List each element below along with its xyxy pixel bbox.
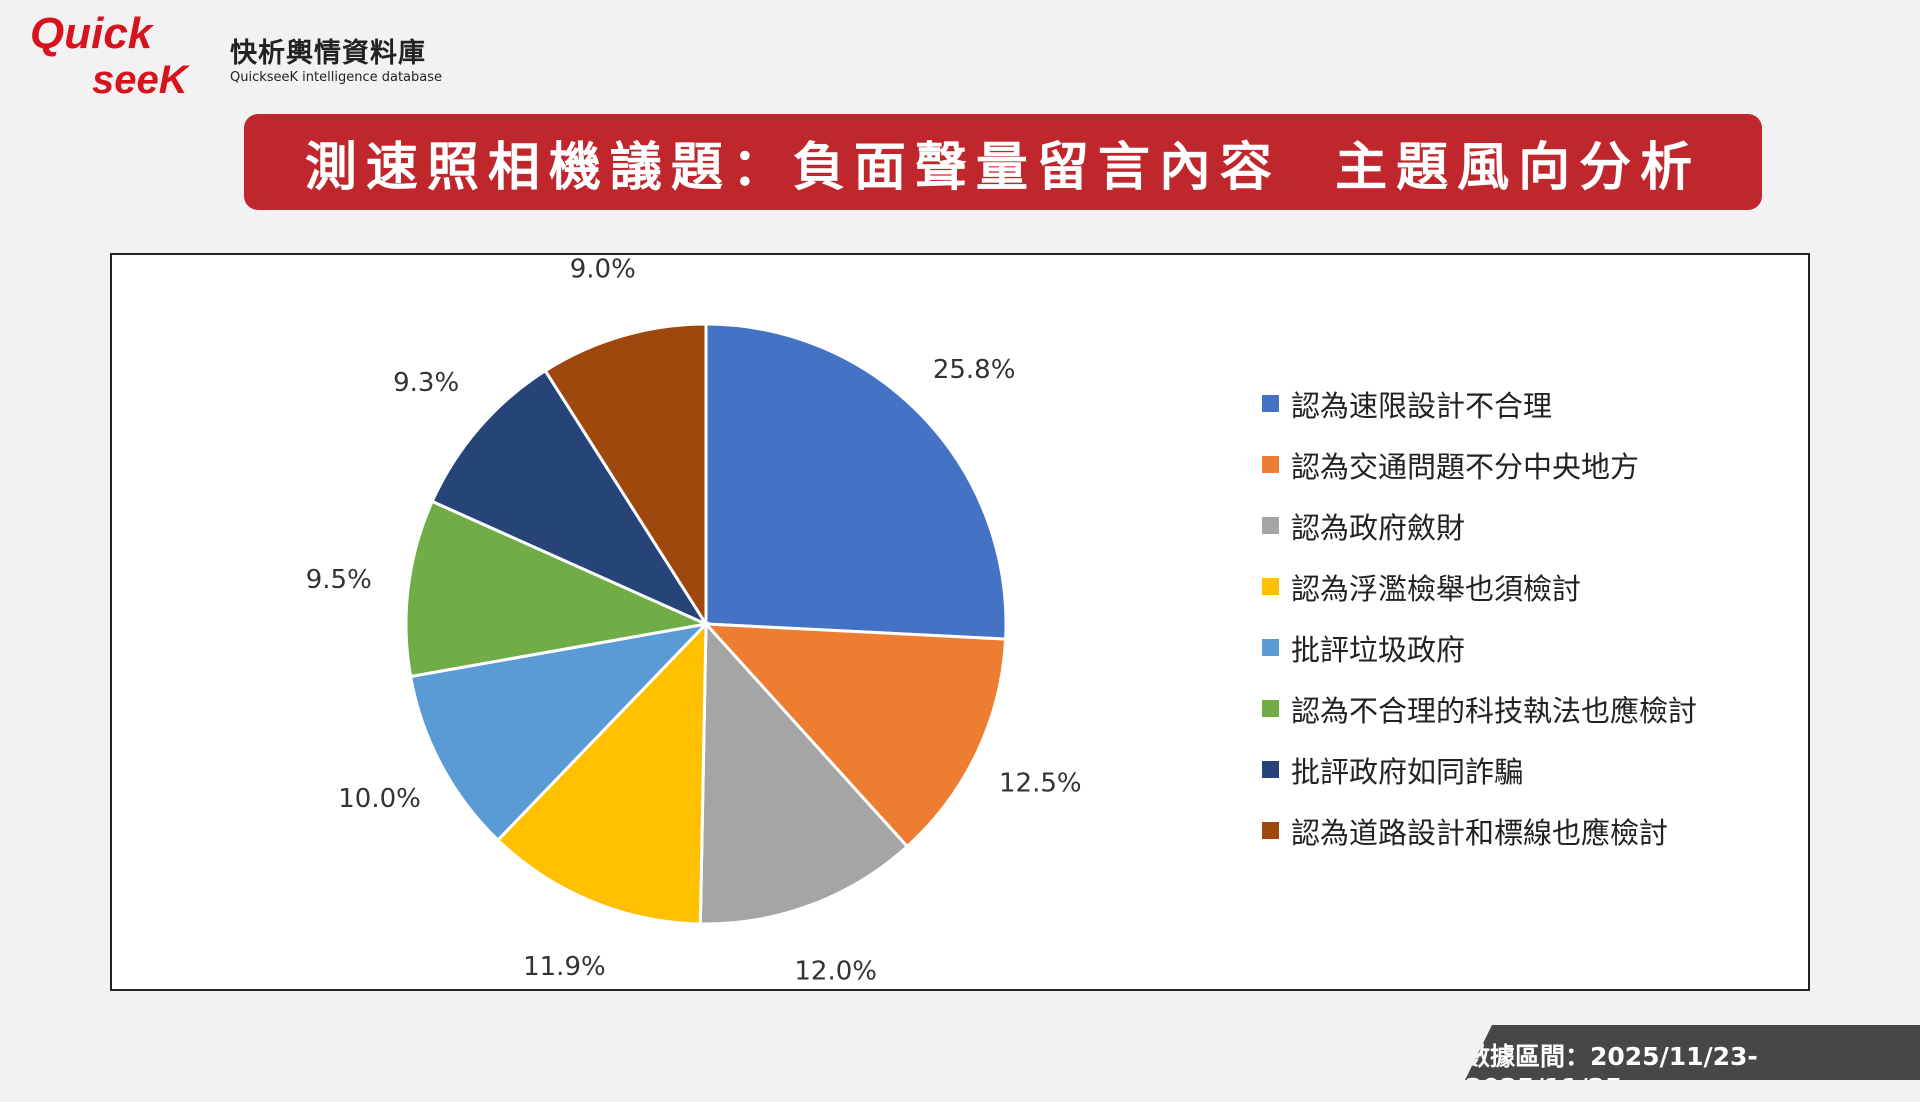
pie-slice [702, 622, 1008, 849]
page-title: 測速照相機議題：負面聲量留言內容 主題風向分析 [304, 137, 1702, 198]
legend-swatch [1262, 456, 1279, 473]
legend-label: 認為交通問題不分中央地方 [1291, 449, 1640, 484]
legend-swatch [1262, 639, 1279, 656]
data-label: 12.0% [794, 957, 877, 987]
pie-slice [408, 621, 711, 843]
quickseek-logo-mark: Quick seeK [30, 9, 188, 102]
data-label: 10.0% [338, 784, 421, 814]
legend-swatch [1262, 700, 1279, 717]
logo-en-name: QuickseeK intelligence database [230, 70, 443, 85]
legend-label: 認為速限設計不合理 [1291, 388, 1553, 423]
legend: 認為速限設計不合理認為交通問題不分中央地方 認為政府斂財認為浮濫檢舉也須檢討 批評垃… [1262, 373, 1697, 861]
legend-item: 認為交通問題不分中央地方 [1262, 434, 1697, 495]
legend-label: 批評垃圾政府 [1291, 632, 1466, 667]
date-range: 數據區間：2025/11/23-2025/11/25 [1465, 1042, 1758, 1102]
legend-label: 認為浮濫檢舉也須檢討 [1291, 571, 1582, 606]
legend-item: 認為浮濫檢舉也須檢討 [1262, 556, 1697, 617]
legend-label: 認為道路設計和標線也應檢討 [1291, 815, 1669, 850]
chart-container: 25.8% 12.5% 12.0% 11.9% 10.0% 9.5% 9.3% 9.0% 認為… [110, 253, 1810, 991]
pie-chart: 25.8% 12.5% 12.0% 11.9% 10.0% 9.5% 9.3% 9.0% [306, 255, 1082, 987]
legend-label: 認為不合理的科技執法也應檢討 [1291, 693, 1698, 728]
pie-slice [704, 322, 1008, 641]
data-label: 12.5% [999, 769, 1082, 799]
pie-slice [543, 322, 708, 630]
legend-item: 認為道路設計和標線也應檢討 [1262, 800, 1697, 861]
legend-label: 認為政府斂財 [1291, 510, 1466, 545]
legend-item: 認為政府斂財 [1262, 495, 1697, 556]
data-label: 9.0% [570, 255, 636, 285]
logo: Quick seeK 快析輿情資料庫 QuickseeK intelligenc… [30, 12, 442, 104]
legend-item: 認為速限設計不合理 [1262, 373, 1697, 434]
pie-slice [698, 620, 910, 926]
data-label: 11.9% [523, 952, 606, 982]
legend-item: 認為不合理的科技執法也應檢討 [1262, 678, 1697, 739]
legend-item: 批評政府如同詐騙 [1262, 739, 1697, 800]
legend-swatch [1262, 517, 1279, 534]
pie-slice [430, 368, 710, 628]
data-label: 25.8% [933, 355, 1016, 385]
pie-slice [404, 499, 712, 679]
legend-swatch [1262, 822, 1279, 839]
data-label: 9.3% [393, 368, 459, 398]
legend-swatch [1262, 578, 1279, 595]
legend-swatch [1262, 395, 1279, 412]
logo-cn-name: 快析輿情資料庫 [230, 38, 426, 69]
title-banner: 測速照相機議題：負面聲量留言內容 主題風向分析 [244, 114, 1762, 210]
date-range-banner: 數據區間：2025/11/23-2025/11/25 [1465, 1025, 1920, 1080]
legend-item: 批評垃圾政府 [1262, 617, 1697, 678]
data-label: 9.5% [306, 565, 372, 595]
legend-swatch [1262, 761, 1279, 778]
legend-label: 批評政府如同詐騙 [1291, 754, 1524, 789]
pie-slice [495, 620, 708, 926]
